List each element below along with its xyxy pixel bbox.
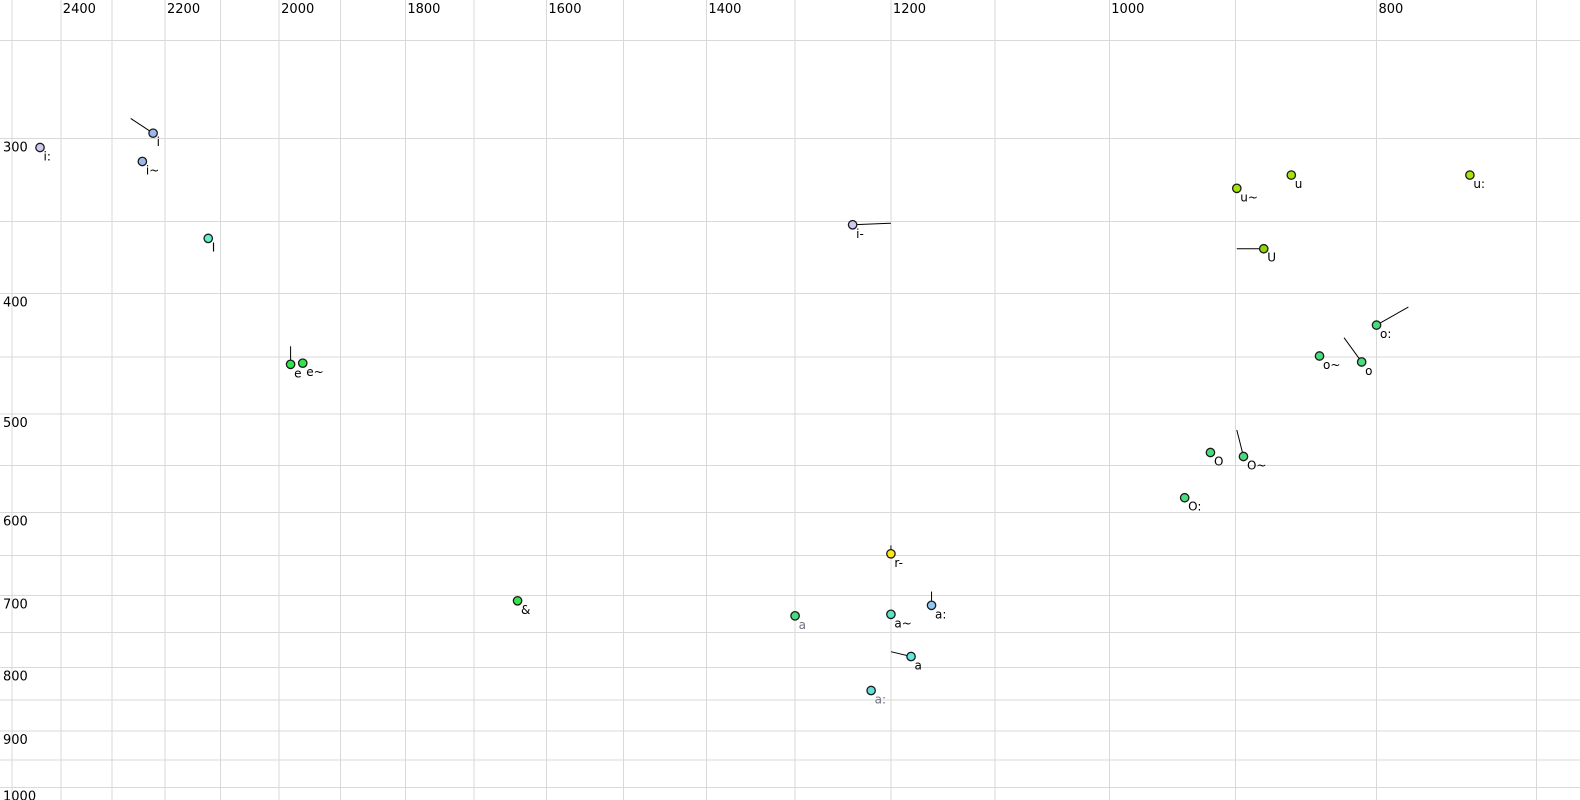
data-point: o~ — [1314, 351, 1340, 372]
y-tick-label: 600 — [3, 514, 28, 529]
data-point-marker[interactable] — [1286, 170, 1297, 180]
y-tick-label: 800 — [3, 669, 28, 684]
data-point-marker[interactable] — [866, 685, 876, 696]
data-point-marker[interactable] — [137, 156, 148, 167]
x-tick-label: 1600 — [548, 2, 581, 17]
data-point: e — [285, 346, 301, 380]
data-point-marker[interactable] — [512, 595, 523, 606]
data-point: i — [130, 118, 160, 149]
data-point-marker[interactable] — [1258, 243, 1269, 254]
data-point-marker[interactable] — [886, 548, 896, 559]
data-point: r- — [886, 545, 903, 570]
data-point: O~ — [1236, 429, 1267, 473]
data-point-marker[interactable] — [1231, 183, 1242, 194]
data-point-label: O: — [1188, 500, 1201, 514]
data-point-marker[interactable] — [1205, 447, 1216, 458]
data-point-marker[interactable] — [926, 600, 937, 611]
data-point-marker[interactable] — [1465, 170, 1475, 180]
data-point-label: a: — [935, 607, 946, 621]
data-point-marker[interactable] — [790, 610, 800, 621]
data-point-marker[interactable] — [886, 609, 896, 620]
y-tick-label: 900 — [3, 733, 28, 748]
x-tick-label: 1000 — [1111, 2, 1144, 17]
x-tick-label: 1800 — [407, 2, 440, 17]
x-tick-label: 2200 — [167, 2, 200, 17]
data-point-marker[interactable] — [285, 359, 296, 370]
data-point-label: r- — [894, 556, 903, 570]
data-point: u~ — [1231, 183, 1258, 204]
data-point-label: o — [1365, 364, 1372, 378]
data-point: O — [1205, 447, 1223, 469]
data-point-marker[interactable] — [148, 128, 158, 139]
y-tick-label: 300 — [3, 141, 28, 156]
data-point: o — [1343, 337, 1372, 378]
data-point-label: a — [799, 618, 806, 632]
data-point-tail — [1343, 337, 1363, 363]
y-tick-label: 500 — [3, 416, 28, 431]
data-point-label: i — [157, 135, 160, 149]
data-point-marker[interactable] — [847, 219, 858, 230]
data-point-label: i- — [856, 227, 864, 241]
data-point-label: & — [521, 603, 530, 617]
data-point-label: i: — [44, 150, 51, 164]
data-point-label: u: — [1473, 177, 1485, 191]
data-point-label: o: — [1380, 327, 1391, 341]
y-axis-tick-labels: 300 400 500 600 700 800 900 1000 — [3, 141, 36, 800]
x-axis-tick-labels: 2400 2200 2000 1800 1600 1400 1200 1000 800 — [63, 2, 1404, 17]
data-points: i: i i~ Ie e~ i-u~ u u: Uo: o~ o O O~ O: r- & a a~ a: a a: — [35, 118, 1485, 707]
y-tick-label: 1000 — [3, 790, 36, 800]
data-point: a — [890, 651, 922, 673]
data-point-marker[interactable] — [1179, 492, 1190, 503]
data-point-label: u — [1295, 177, 1303, 191]
x-tick-label: 1400 — [708, 2, 741, 17]
data-point-label: e — [294, 366, 301, 380]
data-point-label: O~ — [1247, 459, 1267, 473]
data-point-marker[interactable] — [35, 142, 45, 153]
x-tick-label: 2400 — [63, 2, 96, 17]
data-point: o: — [1371, 306, 1409, 341]
data-point: i: — [35, 142, 51, 164]
x-tick-label: 800 — [1379, 2, 1404, 17]
data-point-marker[interactable] — [1356, 357, 1367, 367]
x-tick-label: 2000 — [281, 2, 314, 17]
data-point-label: e~ — [306, 365, 323, 379]
data-point: u — [1286, 170, 1303, 191]
data-point: i~ — [137, 156, 159, 177]
data-point-label: u~ — [1240, 190, 1258, 204]
data-point-marker[interactable] — [1371, 320, 1382, 330]
data-point-tail — [1376, 306, 1409, 326]
data-point: O: — [1179, 492, 1201, 514]
data-point-label: o~ — [1323, 358, 1340, 372]
data-point-label: I — [212, 240, 216, 254]
data-point: e~ — [297, 358, 324, 379]
data-point-label: a~ — [894, 616, 911, 630]
data-point-marker[interactable] — [297, 358, 308, 369]
data-point-label: O — [1214, 455, 1223, 469]
data-point-label: i~ — [146, 163, 159, 177]
data-point-marker[interactable] — [1238, 451, 1249, 462]
x-tick-label: 1200 — [893, 2, 926, 17]
data-point-tail — [852, 222, 891, 226]
data-point: a — [790, 610, 806, 632]
data-point-marker[interactable] — [906, 651, 916, 662]
data-point: I — [203, 233, 216, 254]
data-point: & — [512, 595, 530, 617]
data-point: a: — [866, 685, 886, 707]
data-point: i- — [847, 219, 891, 241]
data-point: u: — [1465, 170, 1485, 191]
data-point-marker[interactable] — [1314, 351, 1325, 361]
data-point: a~ — [886, 609, 912, 630]
data-point-label: U — [1267, 251, 1276, 265]
y-tick-label: 700 — [3, 597, 28, 612]
data-point: a: — [926, 591, 946, 621]
data-point: U — [1236, 243, 1276, 265]
y-tick-label: 400 — [3, 296, 28, 311]
data-point-marker[interactable] — [203, 233, 214, 244]
data-point-label: a — [915, 659, 922, 673]
data-point-label: a: — [875, 693, 886, 707]
